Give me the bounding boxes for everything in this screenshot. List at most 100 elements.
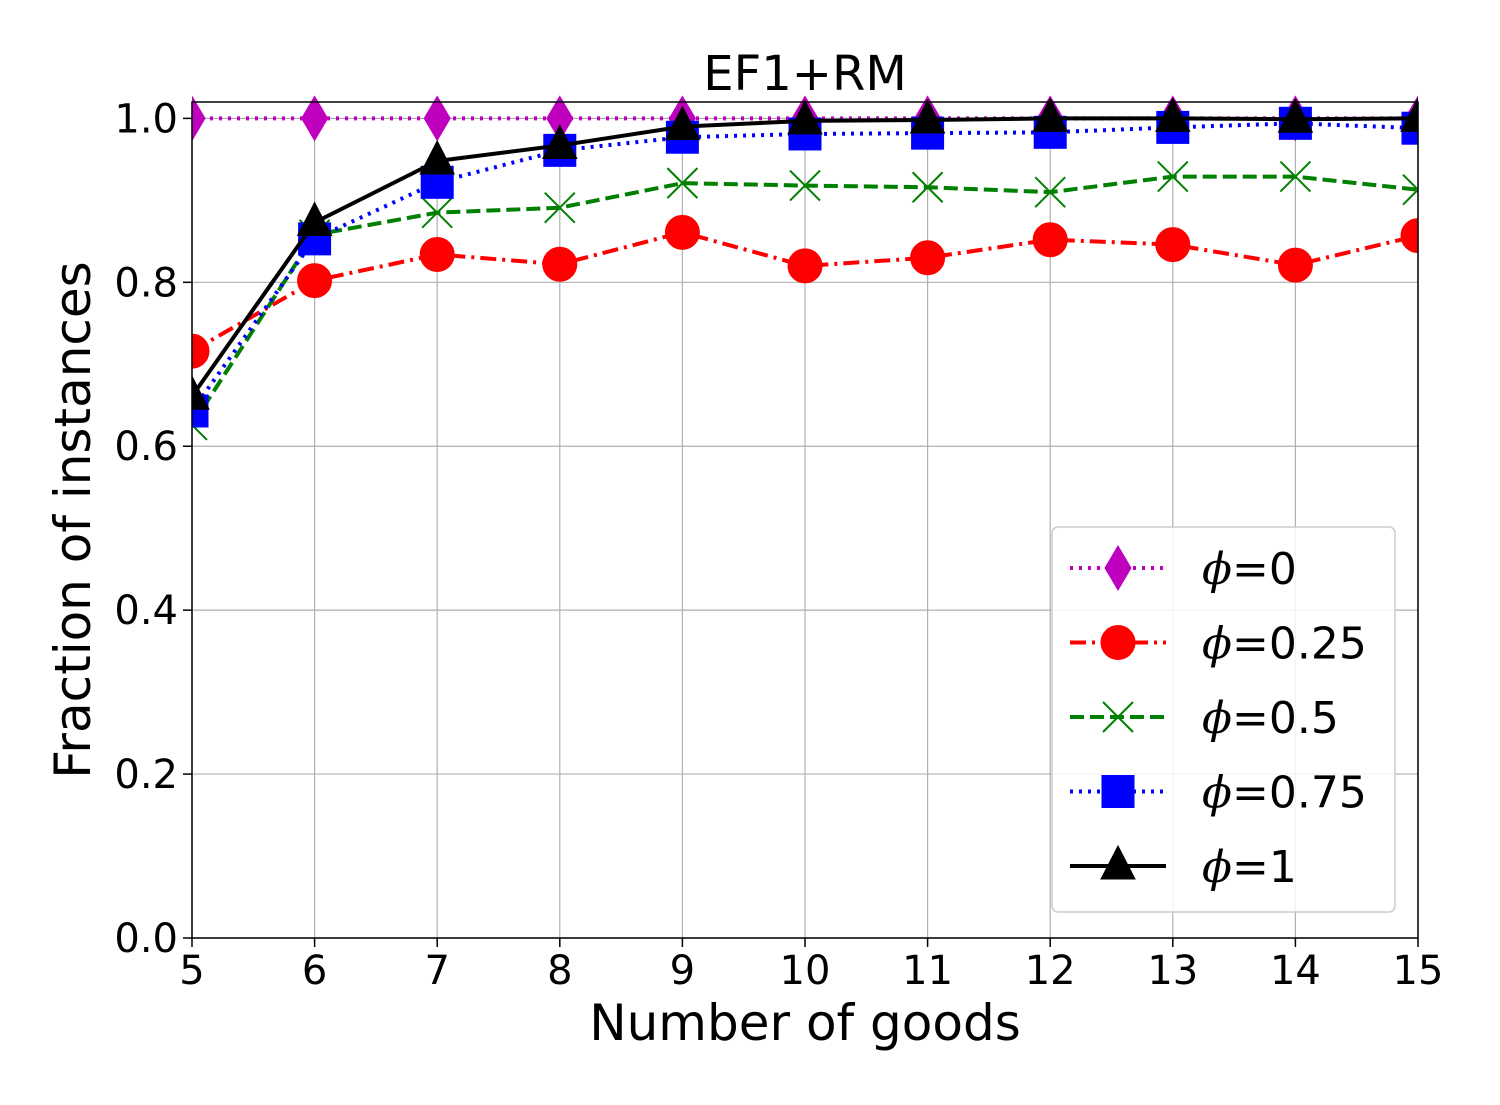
y-tick-label: 0.0 xyxy=(114,916,178,962)
x-tick-label: 12 xyxy=(1025,948,1076,994)
legend-marker-stroke xyxy=(1102,701,1134,733)
y-tick-label: 0.2 xyxy=(114,752,178,798)
legend-phi-symbol: ϕ xyxy=(1202,768,1232,819)
legend-phi-symbol: ϕ xyxy=(1202,544,1232,595)
data-point-stroke xyxy=(1402,173,1418,192)
data-point xyxy=(1402,173,1418,206)
legend-item: ϕ=0.75 xyxy=(1070,768,1367,819)
legend-label: ϕ=0.75 xyxy=(1202,768,1367,819)
data-point-stroke xyxy=(666,167,699,199)
data-point xyxy=(789,169,821,202)
series-line xyxy=(192,121,1418,413)
y-tick-label: 0.6 xyxy=(114,424,178,470)
legend-label: ϕ=1 xyxy=(1202,842,1297,893)
data-point xyxy=(909,98,946,134)
data-point xyxy=(192,333,210,369)
data-point-stroke xyxy=(1034,176,1066,208)
data-point-stroke xyxy=(911,171,944,203)
legend-phi-symbol: ϕ xyxy=(1202,693,1232,744)
data-point xyxy=(297,263,333,299)
x-axis-ticks: 5 6 7 8 9 10 11 12 13 14 15 xyxy=(179,938,1443,994)
series-2 xyxy=(192,160,1418,441)
data-point xyxy=(1034,176,1066,208)
x-tick-label: 11 xyxy=(902,948,953,994)
data-point xyxy=(542,246,578,282)
legend-item: ϕ=1 xyxy=(1070,842,1297,893)
legend-label: ϕ=0 xyxy=(1202,544,1297,595)
y-tick-label: 0.8 xyxy=(114,260,178,306)
legend-label: ϕ=0.25 xyxy=(1202,619,1367,670)
plot-area xyxy=(192,95,1418,441)
x-tick-label: 15 xyxy=(1393,948,1444,994)
data-point-stroke xyxy=(421,196,453,229)
data-point-stroke xyxy=(1157,160,1189,193)
y-axis-title: Fraction of instances xyxy=(44,261,102,778)
legend-marker xyxy=(1100,625,1136,660)
data-point xyxy=(787,99,823,135)
data-point xyxy=(1154,97,1191,132)
legend: ϕ=0ϕ=0.25ϕ=0.5ϕ=0.75ϕ=1 xyxy=(1051,526,1396,913)
x-tick-label: 5 xyxy=(179,948,204,994)
x-tick-label: 9 xyxy=(670,948,695,994)
series-4 xyxy=(192,97,1418,410)
data-point-stroke xyxy=(1402,188,1418,206)
x-tick-label: 8 xyxy=(547,948,572,994)
x-tick-label: 7 xyxy=(424,948,449,994)
series-1 xyxy=(192,214,1418,369)
data-point xyxy=(910,240,946,276)
legend-item: ϕ=0.5 xyxy=(1070,693,1339,744)
chart-title: EF1+RM xyxy=(703,46,906,102)
x-tick-label: 6 xyxy=(302,948,327,994)
data-point-stroke xyxy=(789,169,821,202)
data-point xyxy=(192,375,210,410)
data-point xyxy=(192,95,206,142)
legend-phi-symbol: ϕ xyxy=(1202,842,1232,893)
data-point xyxy=(666,167,699,199)
legend-item: ϕ=0 xyxy=(1070,544,1297,595)
y-tick-label: 1.0 xyxy=(114,96,178,142)
data-point xyxy=(1279,160,1312,193)
legend-phi-value: =0 xyxy=(1232,544,1297,595)
data-point xyxy=(1277,98,1314,133)
data-point-stroke xyxy=(544,192,576,224)
y-axis-ticks: 0.0 0.2 0.4 0.6 0.8 1.0 xyxy=(114,96,192,962)
legend-marker xyxy=(1102,701,1134,733)
x-tick-label: 14 xyxy=(1270,948,1321,994)
legend-phi-value: =0.25 xyxy=(1232,619,1367,670)
data-point xyxy=(1157,160,1189,193)
legend-phi-symbol: ϕ xyxy=(1202,619,1232,670)
legend-phi-value: =1 xyxy=(1232,842,1297,893)
legend-phi-value: =0.5 xyxy=(1232,693,1339,744)
data-point xyxy=(1032,222,1068,258)
data-point xyxy=(787,248,823,284)
data-point xyxy=(421,196,453,229)
data-point xyxy=(1032,97,1069,132)
y-tick-label: 0.4 xyxy=(114,588,178,634)
legend-label: ϕ=0.5 xyxy=(1202,693,1339,744)
x-tick-label: 10 xyxy=(780,948,831,994)
legend-phi-value: =0.75 xyxy=(1232,768,1367,819)
data-point xyxy=(296,201,333,236)
data-point xyxy=(419,139,456,175)
data-point xyxy=(1277,247,1313,283)
data-point xyxy=(664,105,701,141)
legend-marker xyxy=(1100,844,1136,880)
legend-box xyxy=(1051,526,1396,913)
legend-marker xyxy=(1104,545,1132,591)
data-point xyxy=(1155,227,1191,263)
legend-marker xyxy=(1101,775,1135,808)
data-point xyxy=(544,192,576,224)
data-point xyxy=(419,236,455,272)
data-point xyxy=(301,95,329,142)
x-axis-title: Number of goods xyxy=(589,994,1021,1052)
data-point-stroke xyxy=(1279,160,1312,193)
data-point xyxy=(423,95,451,142)
data-point xyxy=(664,214,700,250)
x-tick-label: 13 xyxy=(1147,948,1198,994)
data-point-stroke xyxy=(192,423,208,441)
data-point xyxy=(911,171,944,203)
legend-item: ϕ=0.25 xyxy=(1070,619,1367,670)
data-point xyxy=(541,124,578,159)
